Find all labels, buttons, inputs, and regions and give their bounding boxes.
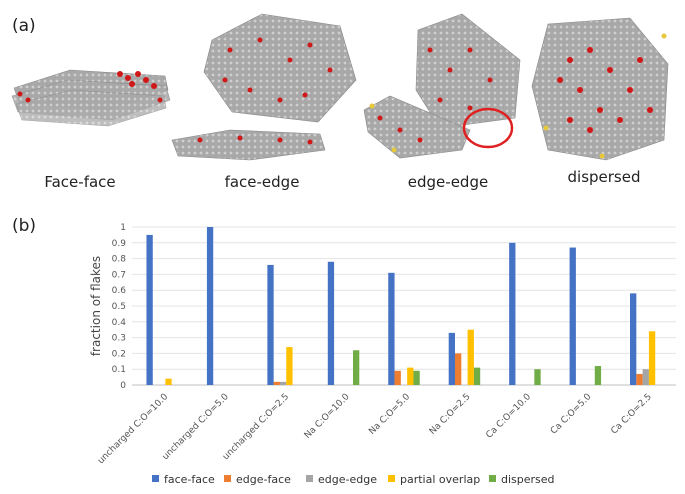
x-tick-label: Na C:O=10.0 (303, 392, 352, 441)
y-tick-label: 0.1 (112, 365, 126, 375)
y-tick-label: 0 (120, 381, 126, 391)
bar-partial-overlap (648, 331, 656, 385)
y-axis-ticks: 0 0.1 0.2 0.3 0.4 0.5 0.6 0.7 0.8 0.9 1 (112, 223, 127, 391)
bar-partial-overlap (165, 378, 172, 385)
legend-swatch (489, 475, 496, 482)
snapshot-dispersed (531, 17, 669, 161)
bar-face-face (630, 293, 637, 385)
snapshot-label-edge-edge: edge-edge (408, 173, 488, 191)
bar-face-face (206, 227, 214, 385)
bar-face-face (327, 261, 335, 385)
legend-label: face-face (164, 473, 215, 486)
y-tick-label: 0.7 (112, 270, 126, 280)
y-tick-label: 0.6 (112, 286, 127, 296)
snapshot-label-dispersed: dispersed (568, 168, 641, 186)
legend-label: partial overlap (400, 473, 480, 486)
y-axis-title: fraction of flakes (89, 256, 103, 356)
y-tick-label: 0.4 (112, 318, 127, 328)
molecular-snapshots: Face-face face-edge edge-edge (11, 13, 669, 191)
y-tick-label: 0.5 (112, 302, 126, 312)
bar-dispersed (413, 370, 420, 385)
legend-swatch (224, 475, 231, 482)
y-tick-label: 0.9 (112, 239, 127, 249)
x-tick-label: Na C:O=2.5 (428, 392, 473, 437)
bar-face-face (388, 272, 395, 385)
bar-partial-overlap (467, 329, 474, 385)
snapshot-face-edge (171, 13, 357, 161)
chart-legend: face-face edge-face edge-edge partial overl… (152, 473, 555, 486)
bar-dispersed (473, 367, 481, 385)
x-tick-label: Ca C:O=5.0 (549, 392, 594, 437)
y-tick-label: 1 (120, 223, 126, 233)
chart-bars (146, 227, 656, 385)
bar-dispersed (353, 350, 360, 385)
bar-edge-edge (642, 369, 649, 385)
bar-face-face (448, 332, 455, 385)
bar-edge-face (636, 373, 643, 385)
x-tick-label: uncharged C:O=2.5 (221, 392, 291, 462)
bar-dispersed (594, 366, 602, 385)
legend-swatch (388, 475, 395, 482)
snapshot-label-face-edge: face-edge (225, 173, 300, 191)
x-tick-label: Ca C:O=2.5 (609, 392, 653, 436)
bar-face-face (509, 242, 516, 385)
bar-edge-face (394, 370, 401, 385)
y-tick-label: 0.2 (112, 349, 126, 359)
legend-label: edge-face (236, 473, 291, 486)
highlight-circle-icon (462, 107, 514, 149)
bar-face-face (146, 234, 153, 385)
bar-edge-edge (279, 381, 287, 385)
panel-a-label: (a) (12, 16, 36, 36)
x-tick-label: Ca C:O=10.0 (484, 392, 533, 441)
bar-edge-face (273, 381, 280, 385)
snapshot-face-face (11, 69, 171, 127)
x-tick-label: uncharged C:O=5.0 (161, 392, 231, 462)
chart-gridlines (132, 226, 676, 386)
bar-face-face (569, 247, 576, 385)
snapshot-label-face-face: Face-face (44, 173, 115, 191)
bar-face-face (267, 264, 274, 385)
bar-dispersed (534, 369, 541, 385)
panel-b-label: (b) (12, 216, 37, 236)
bar-edge-face (454, 353, 462, 385)
snapshot-edge-edge (363, 13, 521, 159)
legend-label: dispersed (501, 473, 555, 486)
y-tick-label: 0.8 (112, 255, 127, 265)
legend-label: edge-edge (318, 473, 377, 486)
legend-swatch (306, 475, 313, 482)
bar-partial-overlap (407, 367, 414, 385)
x-tick-label: uncharged C:O=10.0 (96, 392, 170, 466)
bar-partial-overlap (286, 347, 293, 385)
legend-swatch (152, 475, 159, 482)
x-tick-label: Na C:O=5.0 (367, 392, 412, 437)
y-tick-label: 0.3 (112, 334, 126, 344)
